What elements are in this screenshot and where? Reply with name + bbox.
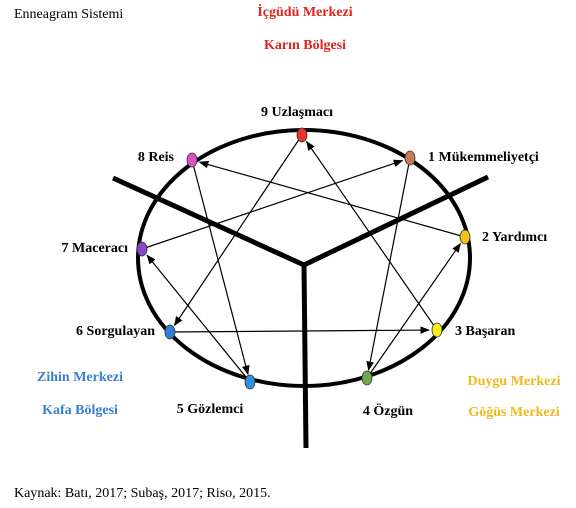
edge	[198, 160, 466, 238]
node	[296, 127, 308, 143]
center-name: Zihin Merkezi	[37, 370, 123, 385]
edge	[306, 140, 438, 331]
node-label: 4 Özgün	[363, 402, 413, 419]
node	[361, 370, 373, 386]
node	[244, 374, 256, 390]
edge	[173, 134, 303, 327]
title: Enneagram Sistemi	[14, 7, 123, 22]
edge	[366, 157, 411, 372]
edges	[141, 134, 466, 383]
node	[459, 229, 471, 245]
node-label: 1 Mükemmeliyetçi	[428, 150, 539, 165]
node-label: 9 Uzlaşmacı	[261, 105, 333, 120]
center-name: İçgüdü Merkezi	[257, 3, 352, 20]
edge	[169, 326, 430, 334]
node	[164, 324, 176, 340]
node-label: 2 Yardımcı	[482, 230, 547, 245]
node	[404, 150, 416, 166]
edge	[191, 159, 250, 376]
node-label: 5 Gözlemci	[177, 402, 244, 417]
node-label: 8 Reis	[138, 150, 175, 165]
node	[136, 241, 148, 257]
node	[431, 322, 443, 338]
node-label: 3 Başaran	[455, 324, 516, 339]
node-label: 6 Sorgulayan	[76, 324, 155, 339]
divider-lines	[111, 174, 490, 449]
center-region: Karın Bölgesi	[264, 38, 346, 53]
center-region: Göğüs Merkezi	[468, 405, 559, 420]
source: Kaynak: Batı, 2017; Subaş, 2017; Riso, 2…	[14, 486, 271, 501]
nodes: 9 Uzlaşmacı 1 Mükemmeliyetçi 2 Yardımcı 3 B…	[62, 105, 548, 419]
node	[186, 152, 198, 168]
center-name: Duygu Merkezi	[468, 374, 561, 389]
center-region: Kafa Bölgesi	[42, 403, 118, 418]
node-label: 7 Maceracı	[62, 241, 129, 256]
edge	[146, 254, 251, 383]
edge	[141, 159, 404, 250]
edge	[366, 242, 461, 379]
